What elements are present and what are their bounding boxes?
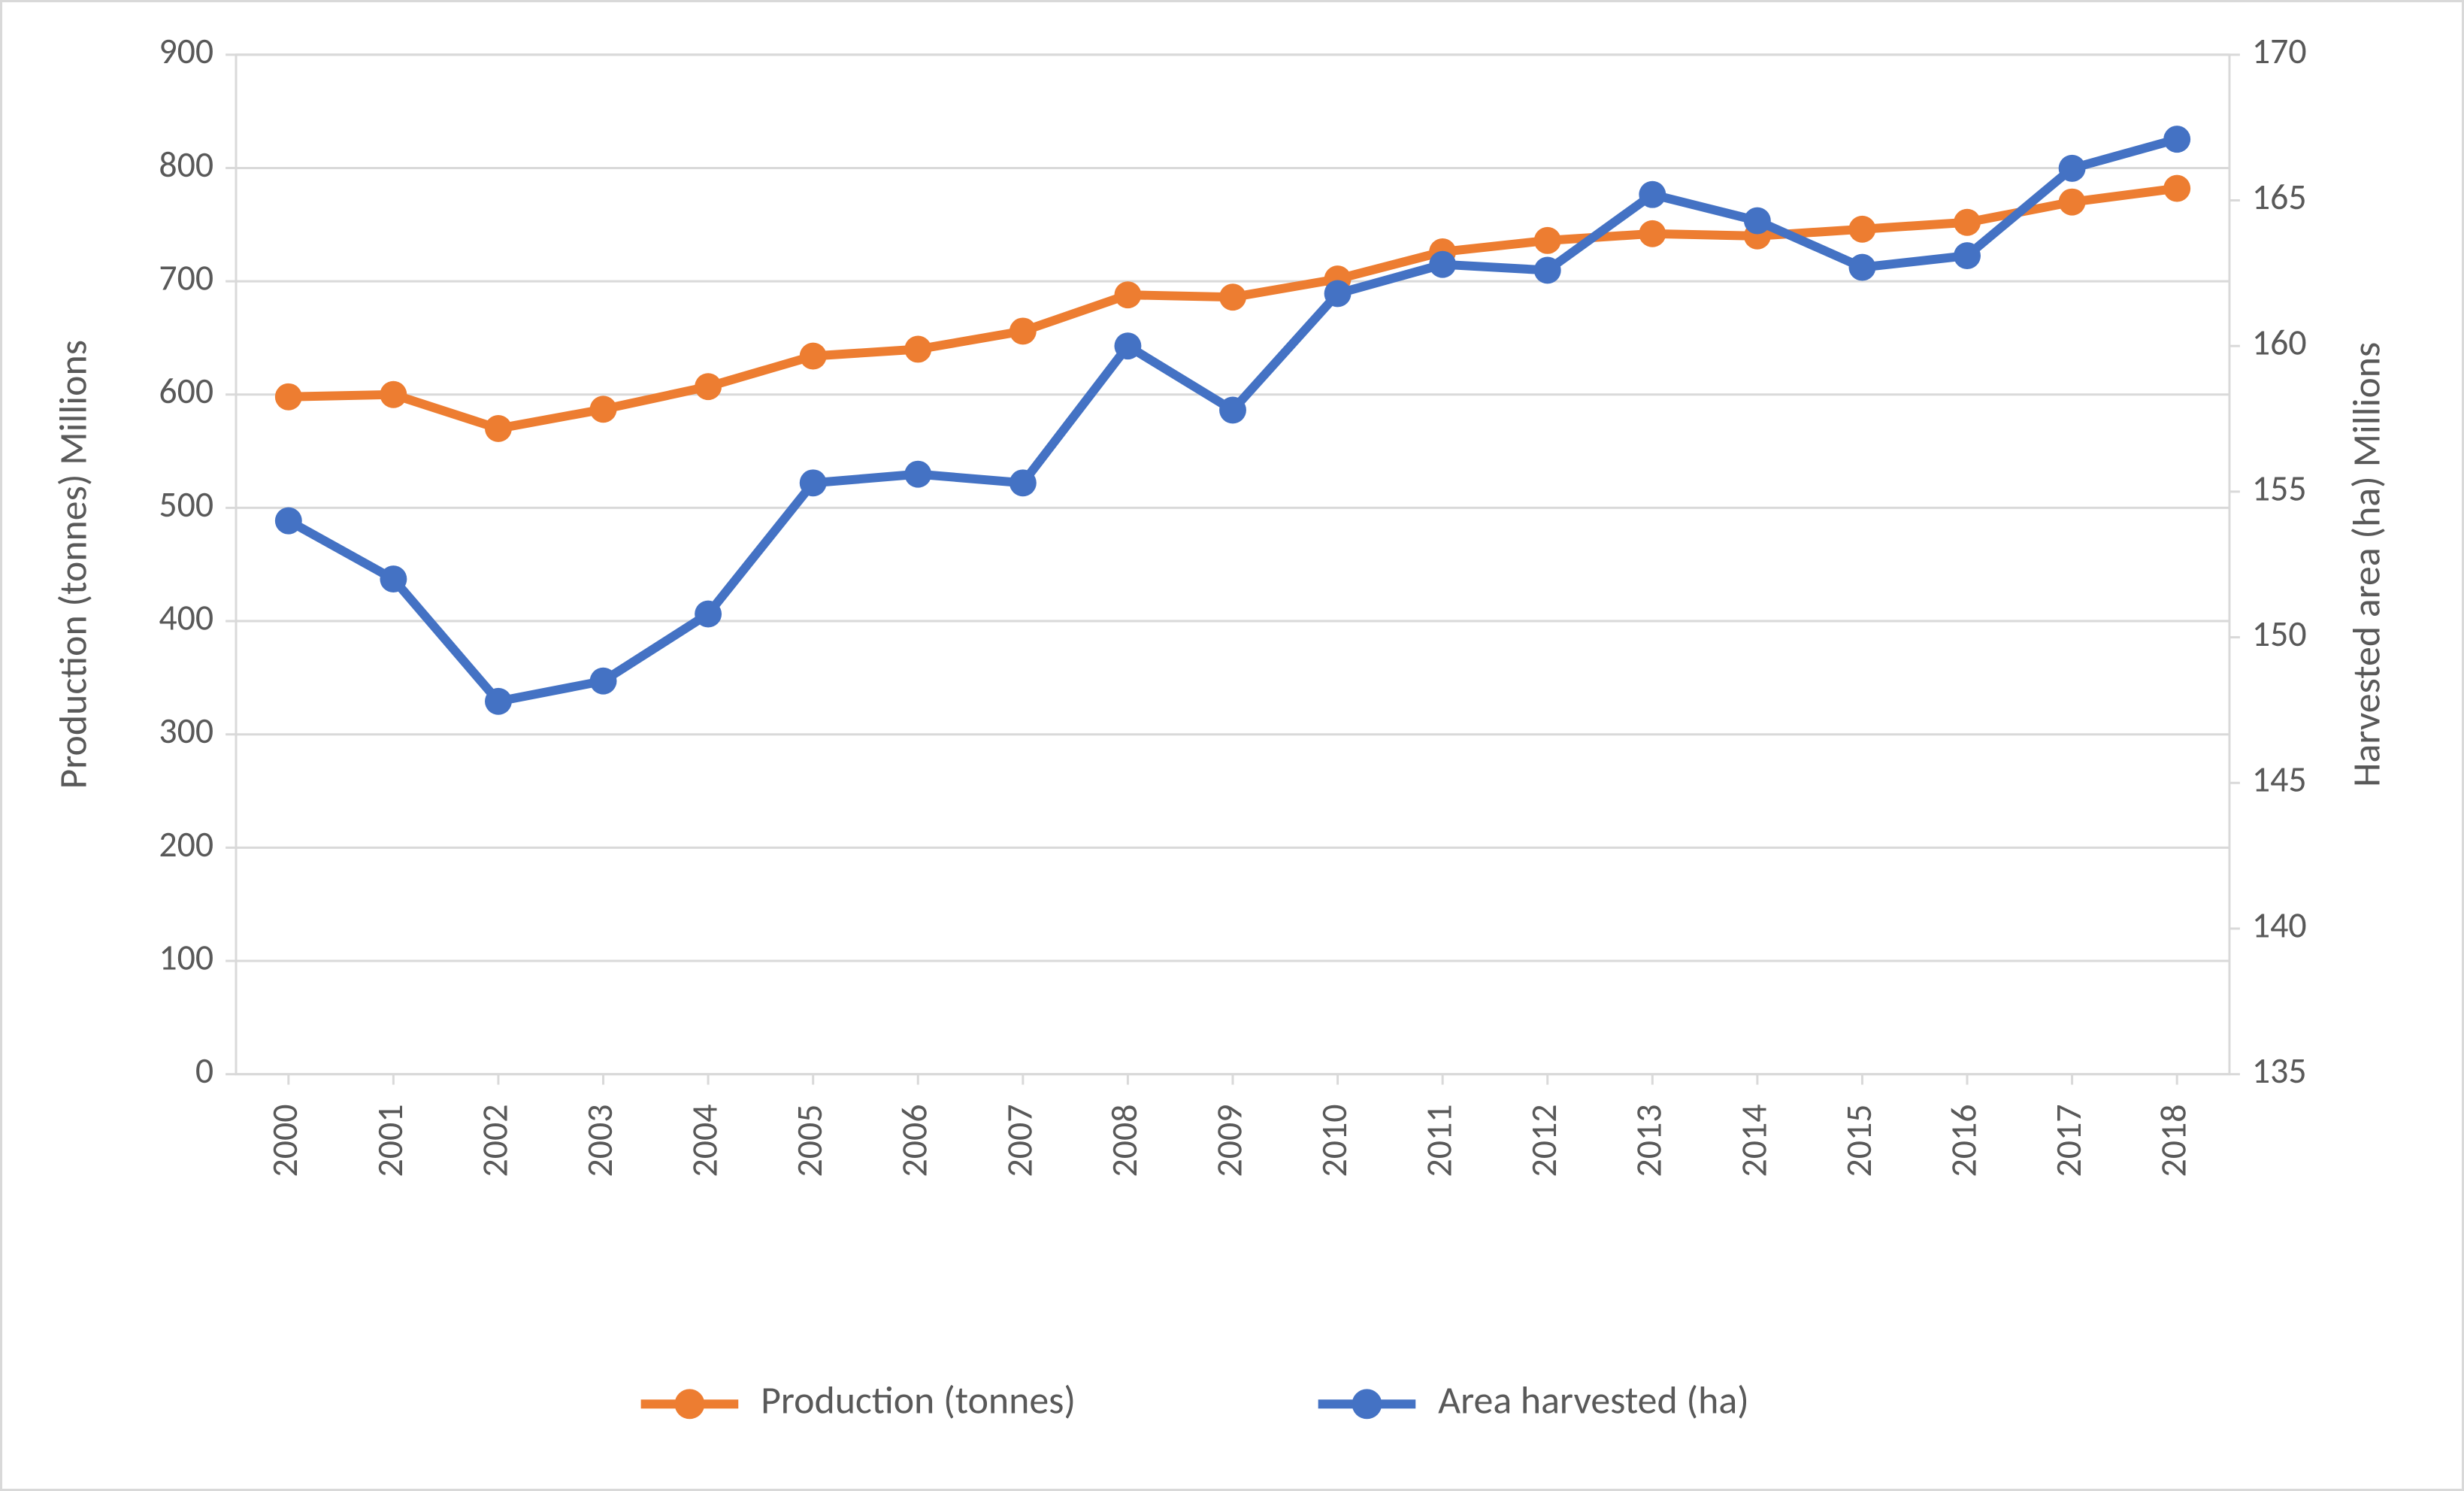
series-marker-1 [904,461,931,488]
series-marker-0 [590,395,617,423]
series-marker-0 [904,336,931,363]
y-right-tick-label: 135 [2252,1048,2307,1092]
series-marker-0 [1534,227,1561,254]
series-marker-1 [1010,469,1037,496]
series-marker-0 [380,381,407,408]
series-marker-1 [590,668,617,695]
series-marker-0 [485,415,512,442]
x-tick-label: 2011 [1417,1105,1461,1177]
x-tick-label: 2005 [787,1105,831,1177]
series-marker-1 [275,508,302,535]
y-left-tick-label: 200 [159,822,213,866]
x-tick-label: 2008 [1102,1105,1146,1177]
series-marker-1 [1219,396,1246,423]
y-right-tick-label: 160 [2252,320,2307,365]
y-right-tick-label: 170 [2252,29,2307,73]
y-right-title: Harvested area (ha) Millions [2342,342,2390,787]
series-marker-1 [1744,208,1771,235]
x-tick-label: 2006 [892,1105,937,1177]
series-marker-1 [1114,332,1141,359]
y-left-tick-label: 100 [159,935,213,979]
y-left-tick-label: 0 [195,1048,213,1092]
legend-marker-0 [674,1389,704,1419]
x-tick-label: 2000 [262,1105,307,1177]
series-marker-0 [1849,216,1876,243]
y-left-tick-label: 800 [159,142,213,186]
x-tick-label: 2017 [2046,1105,2090,1177]
x-tick-label: 2003 [577,1105,622,1177]
series-marker-1 [380,565,407,592]
series-marker-1 [1534,257,1561,284]
x-tick-label: 2012 [1521,1105,1566,1177]
series-marker-0 [1954,209,1981,236]
x-tick-label: 2004 [683,1105,727,1177]
series-marker-1 [1639,181,1666,208]
series-marker-0 [800,343,827,370]
series-marker-1 [2163,126,2190,153]
series-marker-0 [2059,189,2086,216]
y-left-tick-label: 500 [159,482,213,526]
y-left-tick-label: 600 [159,368,213,413]
y-left-tick-label: 400 [159,595,213,639]
series-marker-1 [1954,242,1981,269]
series-marker-0 [275,383,302,411]
x-tick-label: 2014 [1731,1105,1775,1177]
x-tick-label: 2002 [472,1105,516,1177]
series-marker-0 [1219,283,1246,311]
series-marker-1 [1429,251,1456,278]
series-marker-0 [2163,175,2190,202]
chart-frame: 0 100 200 300 400 500 600 700 800 900 135 140 145 150… [0,0,2464,1491]
series-marker-0 [1114,281,1141,308]
y-left-tick-label: 900 [159,29,213,73]
plot-border [236,55,2229,1074]
series-marker-1 [1849,254,1876,281]
series-marker-0 [1639,220,1666,247]
y-left-title: Production (tonnes) Millions [50,340,97,789]
series-marker-1 [2059,155,2086,182]
series-marker-1 [800,469,827,496]
legend-marker-1 [1352,1389,1382,1419]
series-marker-1 [695,601,722,628]
x-tick-label: 2013 [1627,1105,1671,1177]
legend-label-0: Production (tonnes) [761,1377,1076,1424]
x-tick-label: 2009 [1206,1105,1251,1177]
series-marker-0 [1010,317,1037,344]
x-tick-label: 2010 [1312,1105,1356,1177]
series-marker-1 [485,688,512,715]
y-right-tick-label: 150 [2252,611,2307,656]
x-tick-label: 2016 [1941,1105,1985,1177]
x-tick-label: 2007 [997,1105,1041,1177]
y-right-tick-label: 145 [2252,757,2307,802]
y-left-tick-label: 700 [159,256,213,300]
x-tick-label: 2018 [2151,1105,2196,1177]
series-marker-0 [695,373,722,400]
series-marker-1 [1324,280,1352,308]
chart-svg: 0 100 200 300 400 500 600 700 800 900 135 140 145 150… [2,2,2462,1489]
y-right-tick-label: 140 [2252,902,2307,947]
x-tick-label: 2015 [1836,1105,1881,1177]
x-tick-label: 2001 [368,1105,412,1177]
legend-label-1: Area harvested (ha) [1438,1377,1749,1424]
y-left-tick-label: 300 [159,708,213,753]
y-right-tick-label: 165 [2252,174,2307,219]
y-right-tick-label: 155 [2252,465,2307,510]
